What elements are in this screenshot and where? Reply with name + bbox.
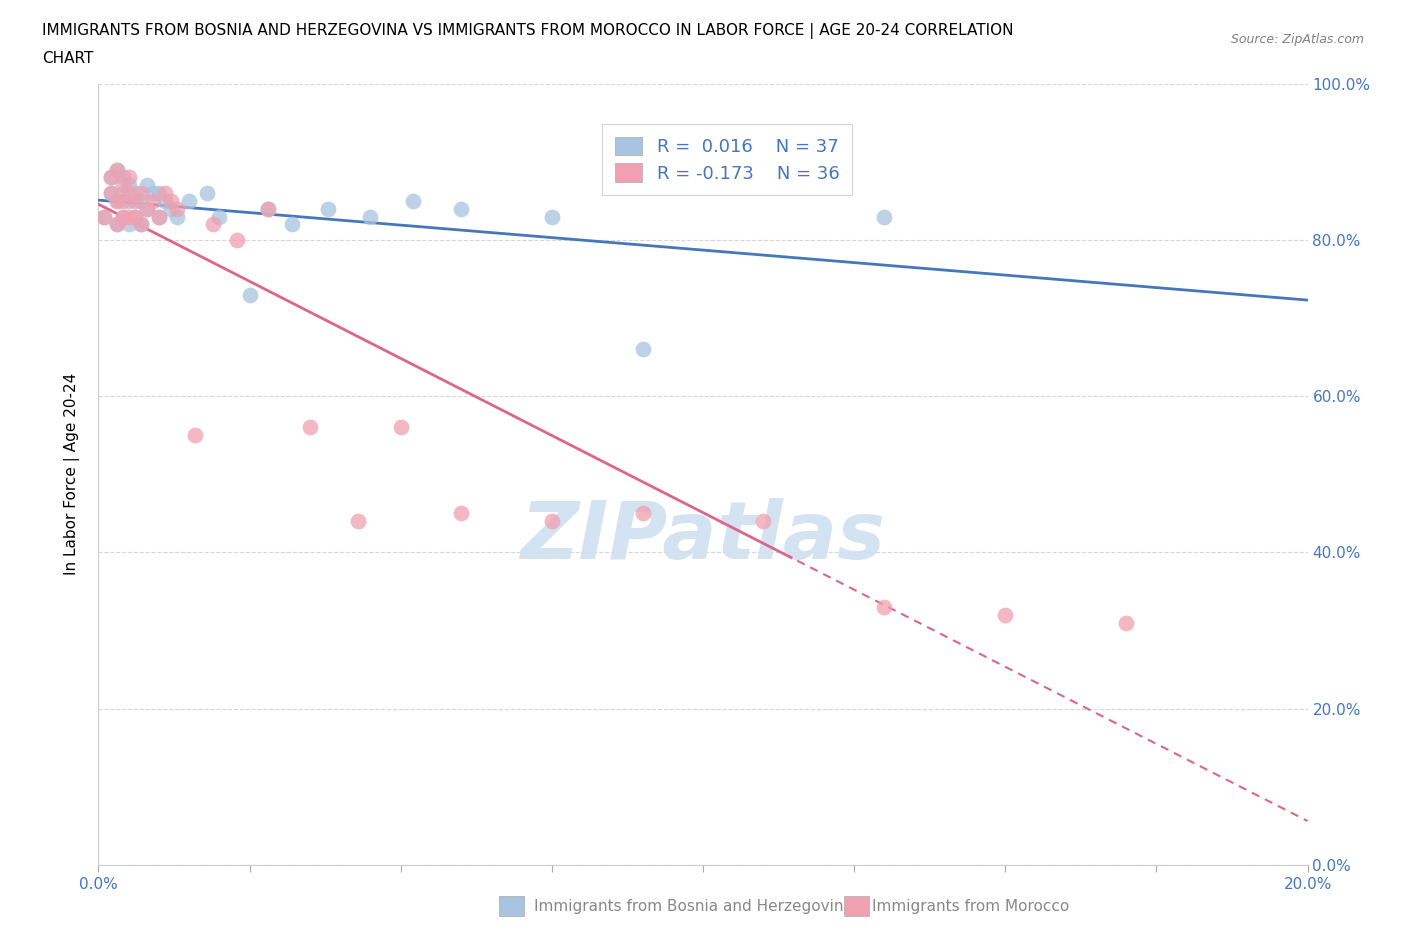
- Point: [166, 201, 188, 216]
- Point: [631, 506, 654, 521]
- Text: IMMIGRANTS FROM BOSNIA AND HERZEGOVINA VS IMMIGRANTS FROM MOROCCO IN LABOR FORCE: IMMIGRANTS FROM BOSNIA AND HERZEGOVINA V…: [42, 23, 1014, 39]
- Point: [142, 193, 165, 208]
- Point: [135, 201, 157, 216]
- Text: CHART: CHART: [42, 51, 94, 66]
- Text: ZIPatlas: ZIPatlas: [520, 498, 886, 576]
- Point: [124, 209, 146, 224]
- Text: Source: ZipAtlas.com: Source: ZipAtlas.com: [1230, 33, 1364, 46]
- Point: [184, 428, 207, 443]
- Point: [389, 420, 412, 435]
- Point: [450, 506, 472, 521]
- Point: [226, 232, 249, 247]
- Point: [111, 209, 134, 224]
- Point: [239, 287, 262, 302]
- Point: [100, 170, 122, 185]
- Y-axis label: In Labor Force | Age 20-24: In Labor Force | Age 20-24: [63, 373, 80, 576]
- Point: [347, 513, 370, 528]
- Point: [100, 186, 122, 201]
- Point: [148, 186, 170, 201]
- Point: [105, 193, 128, 208]
- Point: [1115, 616, 1137, 631]
- Point: [179, 193, 201, 208]
- Point: [129, 193, 152, 208]
- Point: [124, 193, 146, 208]
- Point: [148, 209, 170, 224]
- Point: [402, 193, 425, 208]
- Point: [153, 193, 176, 208]
- Point: [208, 209, 231, 224]
- Point: [360, 209, 382, 224]
- Point: [129, 186, 152, 201]
- Point: [124, 186, 146, 201]
- Point: [100, 186, 122, 201]
- Point: [256, 201, 278, 216]
- Point: [160, 201, 183, 216]
- Point: [142, 186, 165, 201]
- Point: [256, 201, 278, 216]
- Point: [153, 186, 176, 201]
- Point: [166, 209, 188, 224]
- Point: [105, 193, 128, 208]
- Point: [124, 209, 146, 224]
- Point: [111, 170, 134, 185]
- Point: [118, 170, 141, 185]
- Point: [994, 607, 1017, 622]
- Point: [111, 178, 134, 193]
- Point: [105, 162, 128, 177]
- Legend: R =  0.016    N = 37, R = -0.173    N = 36: R = 0.016 N = 37, R = -0.173 N = 36: [602, 124, 852, 195]
- Text: Immigrants from Bosnia and Herzegovina: Immigrants from Bosnia and Herzegovina: [534, 899, 853, 914]
- Point: [105, 217, 128, 232]
- Point: [299, 420, 322, 435]
- Point: [111, 186, 134, 201]
- Point: [135, 178, 157, 193]
- Point: [148, 209, 170, 224]
- Point: [316, 201, 339, 216]
- Point: [135, 201, 157, 216]
- Point: [540, 513, 562, 528]
- Point: [450, 201, 472, 216]
- Text: Immigrants from Morocco: Immigrants from Morocco: [872, 899, 1069, 914]
- Point: [118, 186, 141, 201]
- Point: [118, 178, 141, 193]
- Point: [281, 217, 304, 232]
- Point: [93, 209, 115, 224]
- Point: [100, 170, 122, 185]
- Point: [160, 193, 183, 208]
- Point: [129, 217, 152, 232]
- Point: [129, 217, 152, 232]
- Point: [105, 217, 128, 232]
- Point: [118, 209, 141, 224]
- Point: [540, 209, 562, 224]
- Point: [111, 209, 134, 224]
- Point: [93, 209, 115, 224]
- Point: [631, 342, 654, 357]
- Point: [118, 193, 141, 208]
- Point: [105, 162, 128, 177]
- Point: [873, 600, 896, 615]
- Point: [752, 513, 775, 528]
- Point: [202, 217, 225, 232]
- Point: [118, 217, 141, 232]
- Point: [111, 193, 134, 208]
- Point: [195, 186, 218, 201]
- Point: [873, 209, 896, 224]
